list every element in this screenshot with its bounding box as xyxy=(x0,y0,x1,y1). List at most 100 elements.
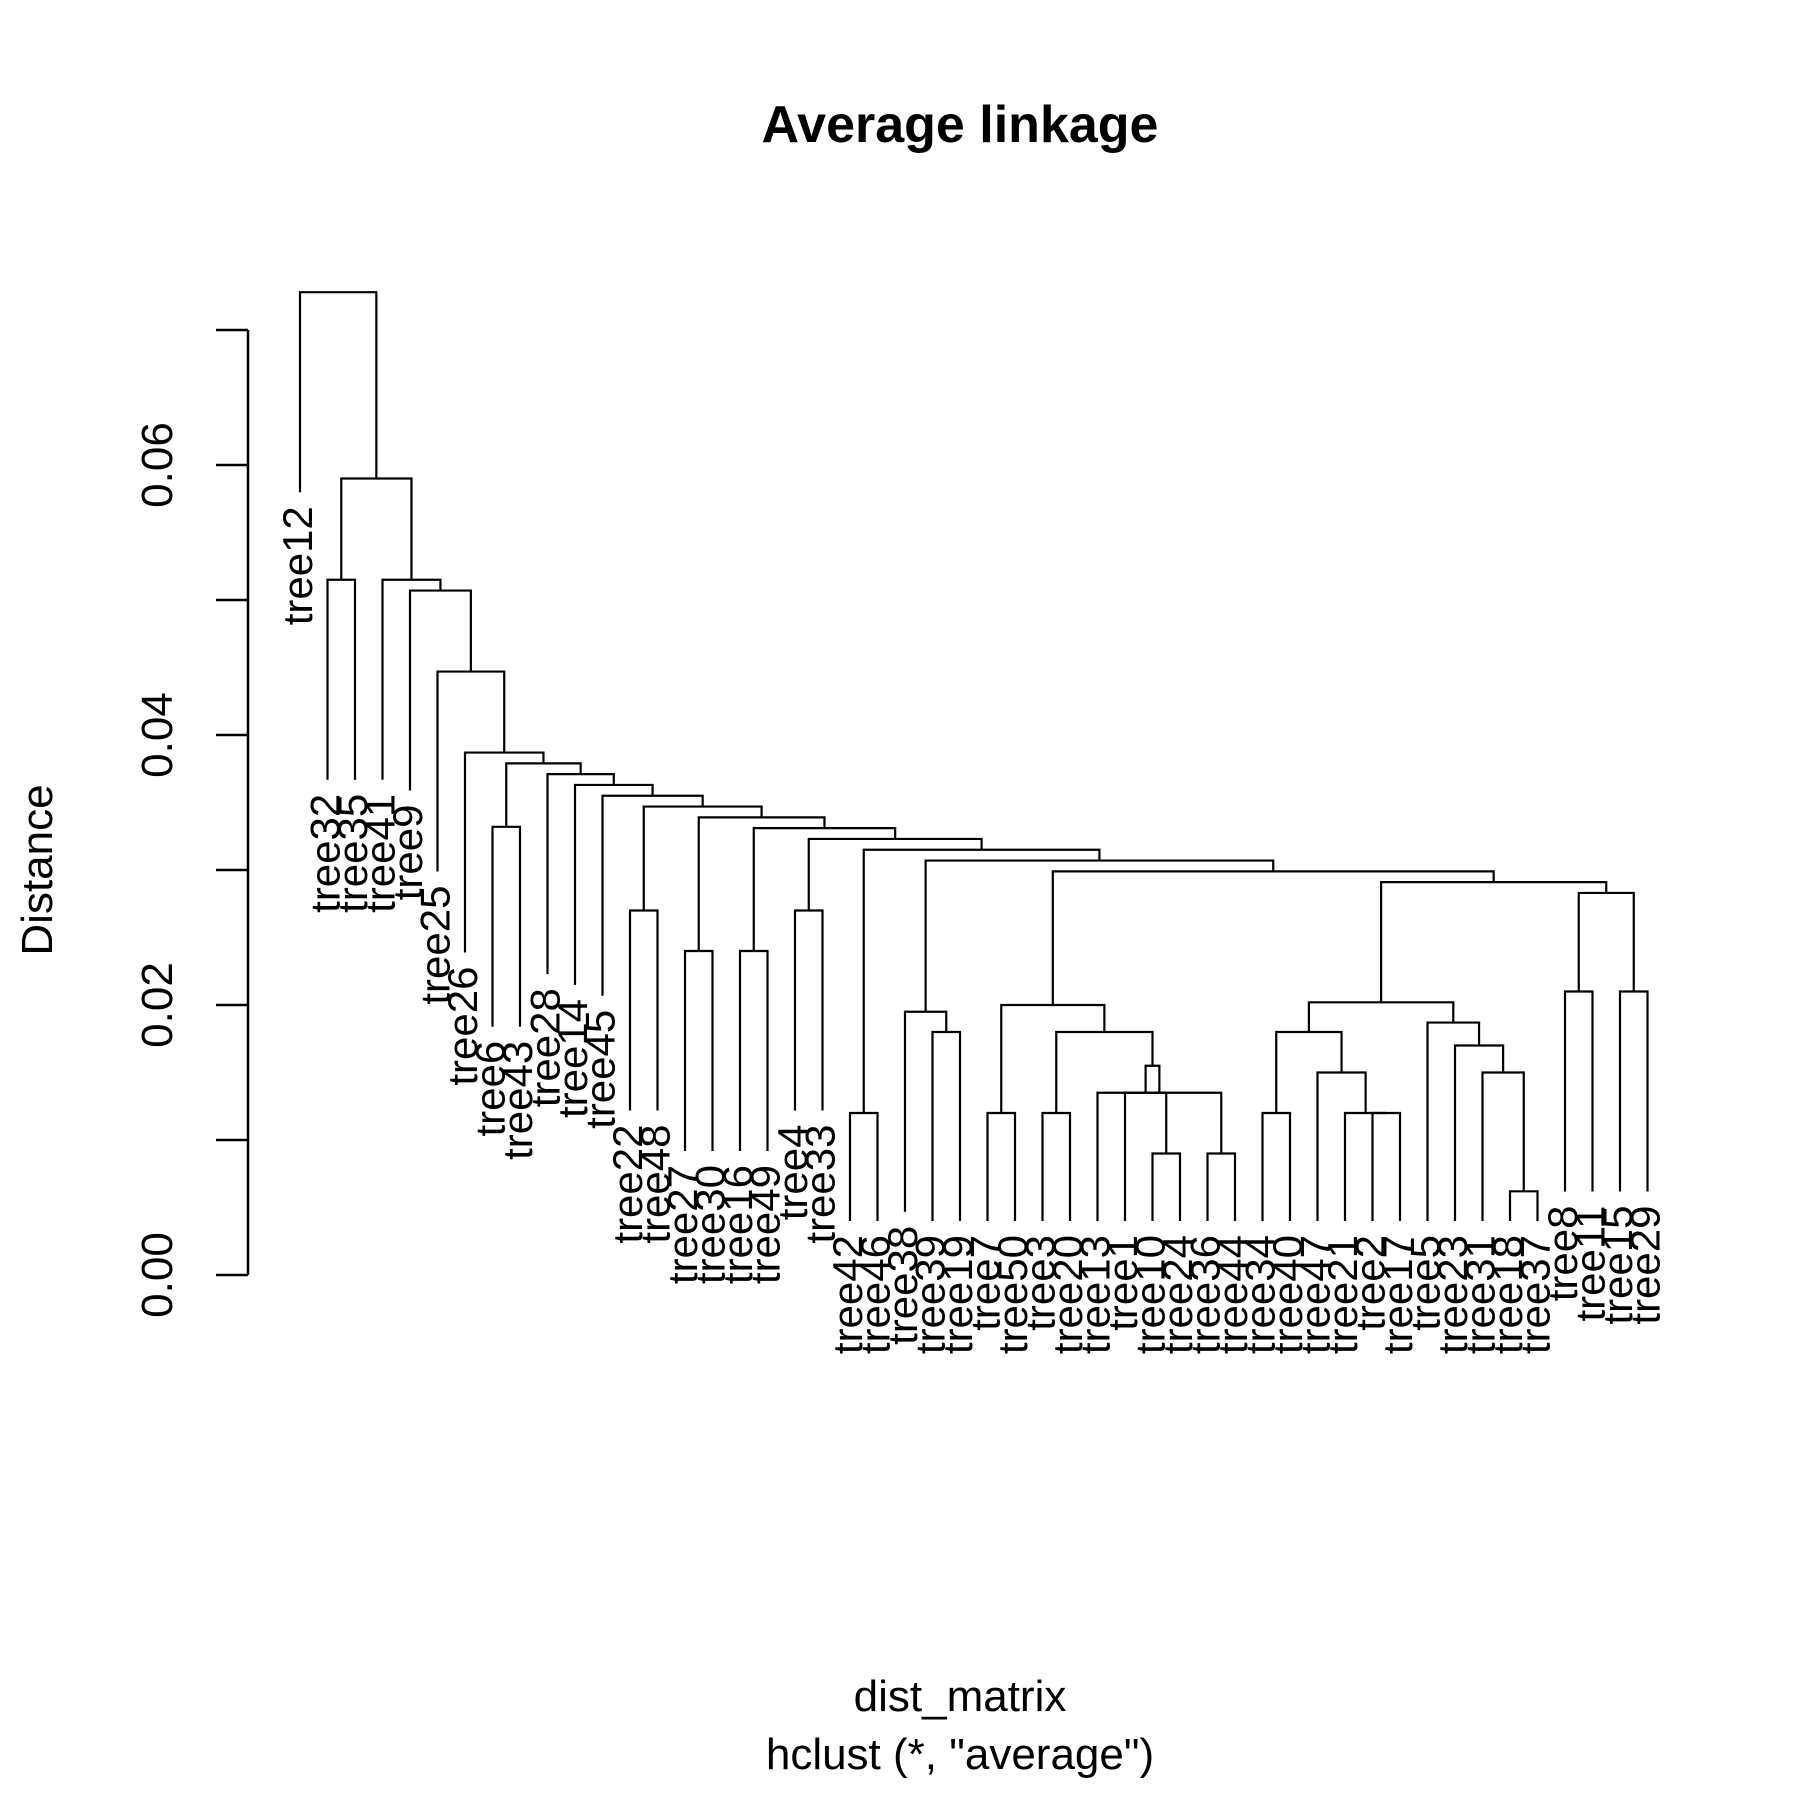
dendrogram-link xyxy=(1041,1111,1072,1221)
leaf-label-tree17: tree17 xyxy=(1374,1235,1421,1354)
dendrogram-link xyxy=(1316,1071,1367,1221)
dendrogram-link xyxy=(752,827,897,951)
dendrogram-link xyxy=(1307,1001,1455,1032)
leaf-label-tree4: tree4 xyxy=(769,1125,816,1221)
leaf-label-tree7: tree7 xyxy=(962,1235,1009,1331)
dendrogram-link xyxy=(1261,1111,1292,1221)
y-axis-label: Distance xyxy=(13,784,62,955)
leaf-label-tree38: tree38 xyxy=(879,1226,926,1345)
dendrogram-link xyxy=(408,589,472,791)
leaf-label-tree13: tree13 xyxy=(1072,1235,1119,1354)
leaf-label-tree25: tree25 xyxy=(412,886,459,1005)
dendrogram-link xyxy=(1371,1111,1402,1221)
dendrogram-link xyxy=(1379,881,1608,1003)
dendrogram-link xyxy=(1096,1091,1223,1221)
dendrogram-link xyxy=(1481,1071,1525,1221)
dendrogram-link xyxy=(546,773,615,975)
dendrogram-link xyxy=(697,816,826,951)
dendrogram-link xyxy=(1206,1152,1237,1221)
leaf-label-tree30: tree30 xyxy=(687,1165,734,1284)
dendrogram-link xyxy=(491,825,522,1027)
leaf-label-tree20: tree20 xyxy=(1044,1235,1091,1354)
leaf-label-tree3: tree3 xyxy=(1017,1235,1064,1331)
leaf-label-tree5: tree5 xyxy=(1402,1235,1449,1331)
leaf-label-tree42: tree42 xyxy=(824,1235,871,1354)
dendrogram-link xyxy=(298,291,378,493)
dendrogram-link xyxy=(628,909,659,1111)
leaf-label-tree39: tree39 xyxy=(907,1235,954,1354)
leaf-label-tree22: tree22 xyxy=(604,1125,651,1244)
dendrogram-links xyxy=(298,291,1649,1221)
dendrogram-link xyxy=(381,578,442,780)
dendrogram-link xyxy=(738,949,769,1151)
dendrogram-link xyxy=(340,477,413,580)
leaf-label-tree15: tree15 xyxy=(1594,1206,1641,1325)
dendrogram-link xyxy=(1051,870,1495,1005)
y-tick-label: 0.02 xyxy=(133,962,182,1048)
dendrogram-link xyxy=(1275,1030,1343,1113)
dendrogram-link xyxy=(931,1030,962,1221)
leaf-label-tree23: tree23 xyxy=(1429,1235,1476,1354)
dendrogram-link xyxy=(1426,1021,1481,1221)
dendrogram-link xyxy=(1123,1091,1168,1221)
leaf-label-tree50: tree50 xyxy=(989,1235,1036,1354)
leaf-label-tree18: tree18 xyxy=(1484,1235,1531,1354)
dendrogram-link xyxy=(1055,1030,1154,1113)
dendrogram-link xyxy=(505,762,582,827)
leaf-label-tree47: tree47 xyxy=(1292,1235,1339,1354)
leaf-label-tree21: tree21 xyxy=(1319,1235,1366,1354)
dendrogram-link xyxy=(601,794,704,996)
leaf-label-tree37: tree37 xyxy=(1512,1235,1559,1354)
subtitle-method-label: hclust (*, "average") xyxy=(766,1730,1154,1779)
leaf-label-tree14: tree14 xyxy=(549,999,596,1118)
dendrogram-link xyxy=(924,859,1275,1012)
x-axis-label: dist_matrix xyxy=(854,1672,1067,1721)
leaf-label-tree36: tree36 xyxy=(1182,1235,1229,1354)
dendrogram-link xyxy=(1144,1064,1161,1093)
dendrogram-link xyxy=(1343,1111,1387,1221)
dendrogram-link xyxy=(1563,990,1594,1192)
dendrogram-link xyxy=(326,578,357,780)
leaf-label-tree33: tree33 xyxy=(797,1125,844,1244)
leaf-label-tree41: tree41 xyxy=(357,794,404,913)
dendrogram-link xyxy=(683,949,714,1151)
leaf-label-tree2: tree2 xyxy=(1347,1235,1394,1331)
leaf-label-tree46: tree46 xyxy=(852,1235,899,1354)
leaf-label-tree12: tree12 xyxy=(274,506,321,625)
dendrogram-link xyxy=(463,751,545,953)
dendrogram-link xyxy=(642,805,763,911)
leaf-label-tree45: tree45 xyxy=(577,1010,624,1129)
leaf-label-tree43: tree43 xyxy=(494,1041,541,1160)
leaf-label-tree32: tree32 xyxy=(302,794,349,913)
leaf-label-tree31: tree31 xyxy=(1457,1235,1504,1354)
dendrogram-link xyxy=(903,1010,948,1212)
leaf-label-tree28: tree28 xyxy=(522,988,569,1107)
leaf-label-tree9: tree9 xyxy=(384,805,431,901)
dendrogram-link xyxy=(573,783,654,985)
leaf-labels: tree12tree32tree35tree41tree9tree25tree2… xyxy=(274,506,1669,1354)
leaf-label-tree24: tree24 xyxy=(1154,1235,1201,1354)
chart-title: Average linkage xyxy=(762,96,1159,154)
dendrogram-link xyxy=(848,1111,879,1221)
dendrogram-link xyxy=(1151,1152,1182,1221)
leaf-label-tree19: tree19 xyxy=(934,1235,981,1354)
leaf-label-tree44: tree44 xyxy=(1209,1235,1256,1354)
leaf-label-tree26: tree26 xyxy=(439,967,486,1086)
y-tick-label: 0.00 xyxy=(133,1232,182,1318)
leaf-label-tree16: tree16 xyxy=(714,1165,761,1284)
dendrogram-link xyxy=(793,909,824,1111)
leaf-label-tree10: tree10 xyxy=(1127,1235,1174,1354)
dendrogram-link xyxy=(807,837,983,911)
dendrogram-link xyxy=(1618,990,1649,1192)
leaf-label-tree1: tree1 xyxy=(1099,1235,1146,1331)
leaf-label-tree6: tree6 xyxy=(467,1041,514,1137)
leaf-label-tree34: tree34 xyxy=(1237,1235,1284,1354)
dendrogram-link xyxy=(1577,891,1635,992)
y-axis: 0.00 0.02 0.04 0.06 xyxy=(133,328,250,1318)
leaf-label-tree27: tree27 xyxy=(659,1165,706,1284)
leaf-label-tree8: tree8 xyxy=(1539,1206,1586,1302)
dendrogram-link xyxy=(862,848,1101,1113)
leaf-label-tree40: tree40 xyxy=(1264,1235,1311,1354)
